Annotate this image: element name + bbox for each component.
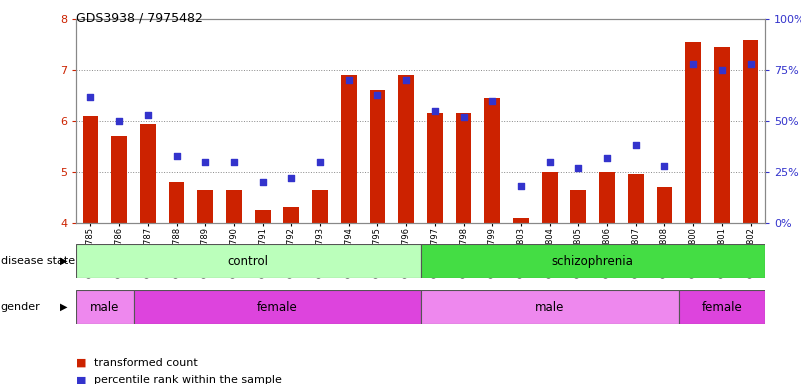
Bar bbox=[714, 47, 730, 223]
Text: disease state: disease state bbox=[1, 256, 75, 266]
Point bbox=[457, 114, 470, 120]
Text: ▶: ▶ bbox=[60, 256, 68, 266]
Point bbox=[630, 142, 642, 149]
Bar bbox=[599, 172, 615, 223]
Bar bbox=[169, 182, 184, 223]
Text: ■: ■ bbox=[76, 358, 87, 368]
Bar bbox=[76, 244, 421, 278]
Bar bbox=[226, 190, 242, 223]
Point bbox=[371, 91, 384, 98]
Text: male: male bbox=[90, 301, 119, 314]
Bar bbox=[76, 290, 134, 324]
Text: ▶: ▶ bbox=[60, 302, 68, 312]
Text: gender: gender bbox=[1, 302, 41, 312]
Bar bbox=[312, 190, 328, 223]
Point bbox=[285, 175, 298, 181]
Point bbox=[342, 77, 355, 83]
Point bbox=[170, 152, 183, 159]
Bar bbox=[513, 218, 529, 223]
Point bbox=[486, 98, 499, 104]
Point bbox=[658, 163, 671, 169]
Text: percentile rank within the sample: percentile rank within the sample bbox=[94, 375, 282, 384]
Bar bbox=[197, 190, 213, 223]
Bar bbox=[134, 290, 421, 324]
Bar bbox=[341, 75, 356, 223]
Point bbox=[84, 93, 97, 99]
Bar bbox=[421, 290, 678, 324]
Point bbox=[601, 154, 614, 161]
Bar bbox=[83, 116, 99, 223]
Bar bbox=[111, 136, 127, 223]
Bar bbox=[485, 98, 500, 223]
Point bbox=[744, 61, 757, 67]
Point bbox=[715, 67, 728, 73]
Point bbox=[256, 179, 269, 185]
Text: transformed count: transformed count bbox=[94, 358, 198, 368]
Text: GDS3938 / 7975482: GDS3938 / 7975482 bbox=[76, 12, 203, 25]
Point bbox=[227, 159, 240, 165]
Bar bbox=[284, 207, 300, 223]
Bar bbox=[570, 190, 586, 223]
Point bbox=[314, 159, 327, 165]
Point bbox=[514, 183, 527, 189]
Point bbox=[113, 118, 126, 124]
Bar bbox=[421, 244, 765, 278]
Point bbox=[199, 159, 211, 165]
Point bbox=[572, 165, 585, 171]
Point bbox=[686, 61, 699, 67]
Bar bbox=[255, 210, 271, 223]
Text: female: female bbox=[702, 301, 743, 314]
Bar bbox=[140, 124, 155, 223]
Point bbox=[429, 108, 441, 114]
Text: control: control bbox=[227, 255, 269, 268]
Bar bbox=[427, 113, 443, 223]
Bar bbox=[743, 40, 759, 223]
Text: male: male bbox=[535, 301, 565, 314]
Bar bbox=[456, 113, 472, 223]
Bar bbox=[678, 290, 765, 324]
Text: schizophrenia: schizophrenia bbox=[552, 255, 634, 268]
Text: ■: ■ bbox=[76, 375, 87, 384]
Bar bbox=[628, 174, 644, 223]
Point bbox=[400, 77, 413, 83]
Point bbox=[142, 112, 155, 118]
Text: female: female bbox=[256, 301, 297, 314]
Bar bbox=[369, 91, 385, 223]
Bar bbox=[657, 187, 672, 223]
Bar bbox=[398, 75, 414, 223]
Bar bbox=[541, 172, 557, 223]
Point bbox=[543, 159, 556, 165]
Bar bbox=[686, 42, 701, 223]
